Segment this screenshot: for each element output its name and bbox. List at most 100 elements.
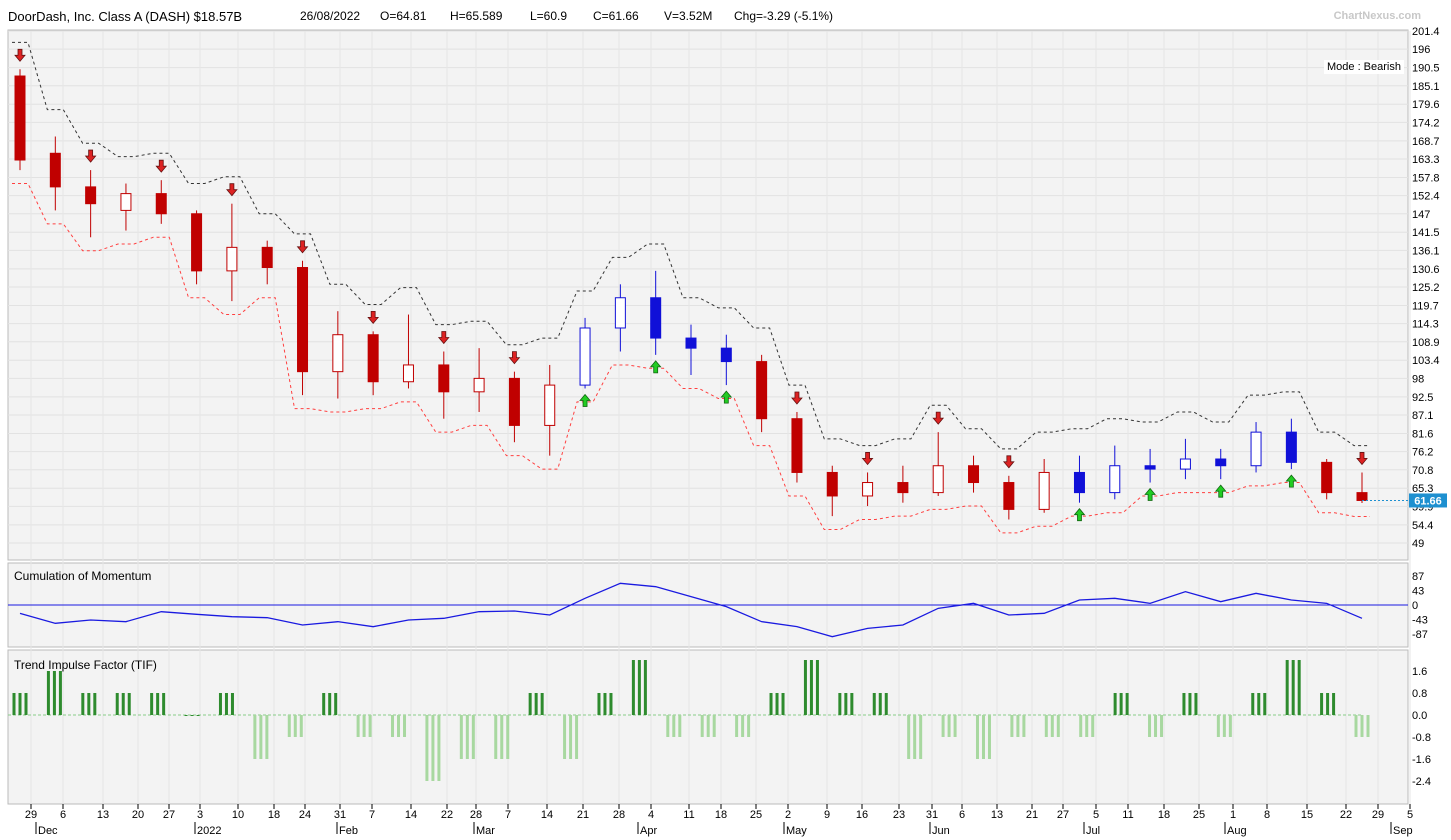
tif-bar — [293, 715, 297, 737]
tif-bar — [844, 693, 848, 715]
month-label: Jul — [1086, 825, 1100, 837]
momentum-tick-label: 43 — [1412, 586, 1424, 598]
sell-signal-arrow — [861, 452, 874, 466]
candle-body — [473, 377, 485, 393]
tif-bar — [121, 693, 125, 715]
candle-body — [579, 327, 591, 386]
day-tick-label: 11 — [683, 809, 694, 821]
last-price-label: 61.66 — [1414, 495, 1442, 507]
day-tick-label: 31 — [926, 809, 938, 821]
tif-bar — [224, 693, 228, 715]
candle-body — [826, 471, 838, 497]
candle-body — [968, 465, 980, 484]
month-label: May — [786, 825, 807, 837]
tif-bar — [1125, 693, 1129, 715]
tif-bar — [1222, 715, 1226, 737]
candle-body — [1144, 465, 1156, 470]
tif-bar — [1194, 693, 1198, 715]
candle-body — [1285, 431, 1297, 463]
candle-body — [191, 213, 203, 272]
tif-bar — [459, 715, 463, 759]
price-tick-label: 125.2 — [1412, 282, 1440, 294]
tif-bar — [52, 671, 56, 715]
day-tick-label: 7 — [369, 809, 375, 821]
candle-body — [1038, 471, 1050, 510]
tif-bar — [815, 660, 819, 715]
tif-bar — [506, 715, 510, 759]
day-tick-label: 10 — [232, 809, 244, 821]
brand-watermark: ChartNexus.com — [1333, 10, 1421, 22]
day-tick-label: 28 — [613, 809, 625, 821]
sell-signal-arrow — [791, 391, 803, 405]
tif-bar — [712, 715, 716, 737]
month-label: Mar — [476, 825, 495, 837]
candle-body — [791, 418, 803, 473]
price-tick-label: 92.5 — [1412, 392, 1433, 404]
tif-bar — [575, 715, 579, 759]
axis-layer: 201.4196190.5185.1179.6174.2168.7163.315… — [25, 26, 1447, 837]
month-label: 2022 — [197, 825, 221, 837]
candle-body — [897, 482, 909, 494]
tif-bar — [947, 715, 951, 737]
tif-tick-label: -0.8 — [1412, 732, 1431, 744]
candle-body — [756, 361, 768, 420]
tif-bar — [643, 660, 647, 715]
tif-bar — [1216, 715, 1220, 737]
month-label: Feb — [339, 825, 358, 837]
candle-body — [1356, 492, 1368, 501]
candle-body — [1179, 458, 1191, 470]
price-tick-label: 185.1 — [1412, 81, 1440, 93]
last-price-tag — [1409, 493, 1447, 508]
candle-body — [614, 297, 626, 329]
tif-bar — [1085, 715, 1089, 737]
tif-bar — [322, 693, 326, 715]
tif-bar — [1366, 715, 1370, 737]
buy-signal-arrow — [1285, 474, 1298, 488]
candle-body — [650, 297, 662, 339]
tif-bar — [368, 715, 372, 737]
tif-bar — [803, 660, 807, 715]
price-tick-label: 81.6 — [1412, 428, 1433, 440]
tif-bar — [1251, 693, 1255, 715]
month-label: Jun — [932, 825, 950, 837]
tif-bar — [741, 715, 745, 737]
tif-panel-title: Trend Impulse Factor (TIF) — [14, 658, 157, 672]
header-low: L=60.9 — [530, 9, 568, 23]
price-tick-label: 201.4 — [1412, 26, 1440, 38]
candle-body — [226, 246, 238, 272]
day-tick-label: 21 — [577, 809, 589, 821]
day-tick-label: 11 — [1122, 809, 1133, 821]
buy-signal-arrow — [579, 393, 591, 407]
tif-bar — [700, 715, 704, 737]
tif-bar — [1050, 715, 1054, 737]
price-tick-label: 130.6 — [1412, 264, 1440, 276]
tif-bar — [437, 715, 441, 781]
tif-bar — [1079, 715, 1083, 737]
tif-bar — [494, 715, 498, 759]
day-tick-label: 8 — [1264, 809, 1270, 821]
tif-bar — [1091, 715, 1095, 737]
day-tick-label: 24 — [299, 809, 311, 821]
tif-bar — [12, 693, 16, 715]
tif-bar — [230, 693, 234, 715]
tif-bar — [1010, 715, 1014, 737]
candle-body — [402, 364, 414, 383]
tif-bar — [425, 715, 429, 781]
tif-bar — [838, 693, 842, 715]
tif-bar — [1056, 715, 1060, 737]
day-tick-label: 22 — [1340, 809, 1352, 821]
day-tick-label: 6 — [60, 809, 66, 821]
header-high: H=65.589 — [450, 9, 503, 23]
price-tick-label: 168.7 — [1412, 136, 1440, 148]
tif-tick-label: 0.0 — [1412, 710, 1427, 722]
tif-bar — [597, 693, 601, 715]
tif-bar — [334, 693, 338, 715]
tif-bar — [953, 715, 957, 737]
day-tick-label: 23 — [893, 809, 905, 821]
tif-bar — [884, 693, 888, 715]
tif-bar — [672, 715, 676, 737]
candle-body — [85, 186, 97, 205]
tif-bar — [781, 693, 785, 715]
price-tick-label: 196 — [1412, 44, 1430, 56]
